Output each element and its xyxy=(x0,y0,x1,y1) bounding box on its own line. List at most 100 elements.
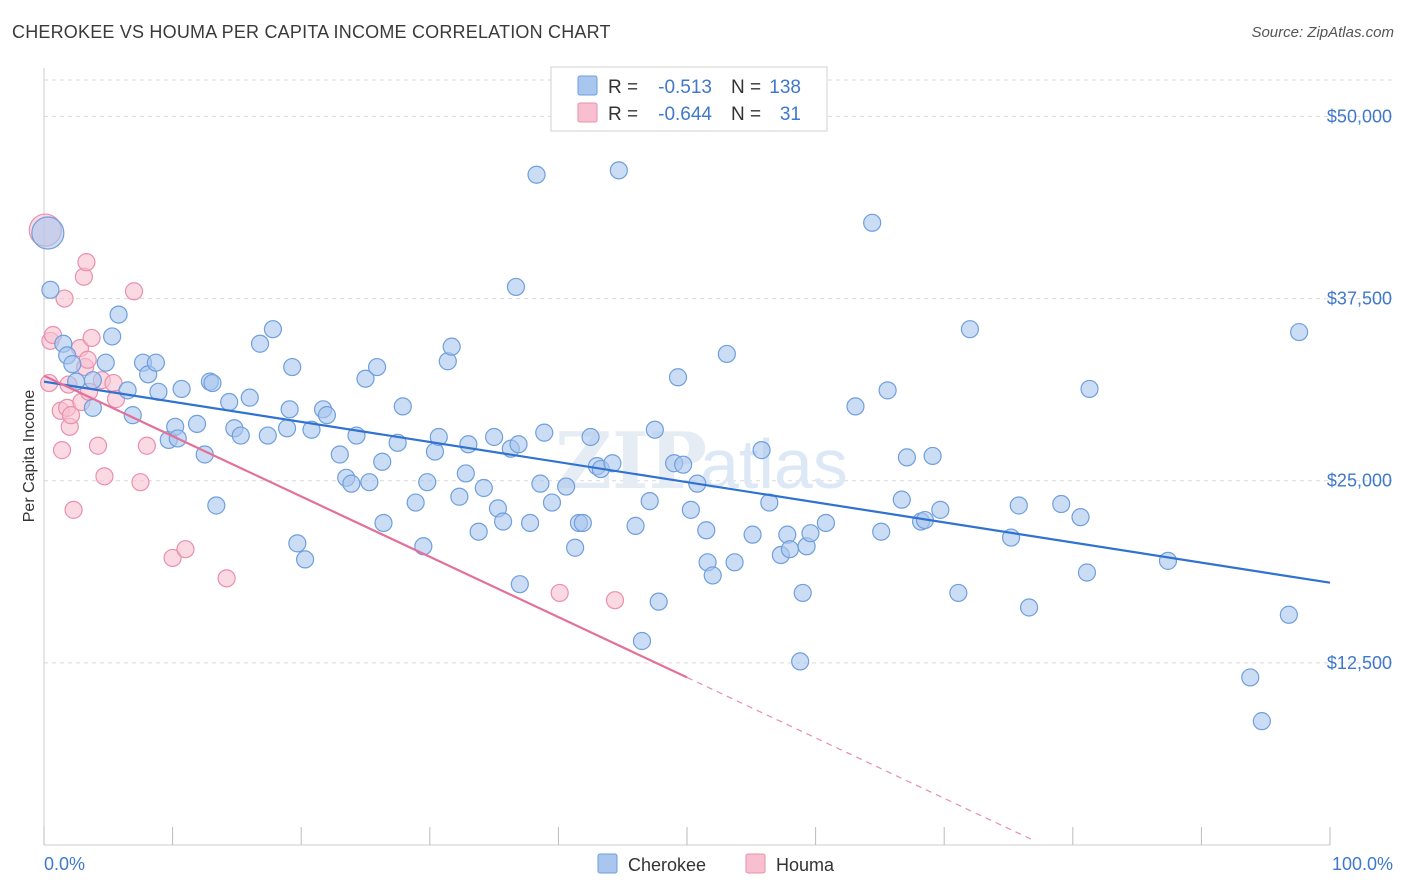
cherokee-point xyxy=(649,592,668,611)
cherokee-point xyxy=(203,373,222,393)
cherokee-point xyxy=(459,435,478,454)
cherokee-point xyxy=(373,452,392,471)
stats-r-label-houma: R = xyxy=(608,104,638,125)
houma-point xyxy=(124,282,144,301)
cherokee-point xyxy=(960,320,980,339)
cherokee-point xyxy=(250,334,270,353)
y-tick-label: $25,000 xyxy=(1327,471,1392,491)
cherokee-point xyxy=(1071,508,1090,527)
houma-point xyxy=(61,406,81,425)
cherokee-point xyxy=(793,583,812,603)
cherokee-point xyxy=(485,427,504,447)
cherokee-point xyxy=(207,496,226,515)
houma-point xyxy=(82,328,101,348)
houma-trend-line xyxy=(43,374,688,679)
cherokee-point xyxy=(801,524,820,543)
y-tick-label: $12,500 xyxy=(1327,653,1392,673)
legend-label-houma[interactable]: Houma xyxy=(776,855,835,875)
y-tick-label: $50,000 xyxy=(1327,106,1392,126)
cherokee-point xyxy=(418,473,437,492)
cherokee-point xyxy=(31,216,65,250)
stats-n-value-houma: 31 xyxy=(780,104,801,125)
bottom-legend: Cherokee Houma xyxy=(597,853,835,875)
cherokee-point xyxy=(510,575,529,594)
cherokee-point xyxy=(535,423,554,442)
cherokee-point xyxy=(240,388,259,407)
cherokee-point xyxy=(931,500,950,519)
cherokee-point xyxy=(1052,494,1071,514)
cherokee-point xyxy=(703,566,722,585)
cherokee-point xyxy=(494,512,513,531)
cherokee-point xyxy=(521,513,540,533)
cherokee-point xyxy=(509,435,528,454)
stats-r-label-cherokee: R = xyxy=(608,77,638,98)
cherokee-point xyxy=(442,337,461,356)
cherokee-point xyxy=(897,448,917,467)
cherokee-point xyxy=(280,400,299,419)
cherokee-point xyxy=(96,353,115,372)
houma-point xyxy=(131,473,150,492)
cherokee-point xyxy=(878,381,897,400)
cherokee-point xyxy=(288,534,307,553)
cherokee-point xyxy=(330,445,349,464)
houma-point xyxy=(64,500,83,519)
cherokee-point xyxy=(640,492,659,511)
source-label: Source: ZipAtlas.com xyxy=(1251,24,1394,41)
cherokee-point xyxy=(63,355,82,374)
cherokee-point xyxy=(220,392,239,412)
cherokee-point xyxy=(450,487,469,506)
cherokee-point xyxy=(506,277,526,297)
cherokee-point xyxy=(752,441,771,460)
cherokee-point xyxy=(1077,563,1097,582)
cherokee-point xyxy=(1158,551,1178,570)
stats-n-value-cherokee: 138 xyxy=(769,77,801,98)
cherokee-point xyxy=(603,454,622,473)
houma-point xyxy=(95,467,114,486)
cherokee-point xyxy=(146,353,165,372)
cherokee-point xyxy=(780,540,799,559)
cherokee-point xyxy=(231,426,250,445)
cherokee-point xyxy=(527,165,546,184)
x-tick-label-start: 0.0% xyxy=(44,854,85,874)
cherokee-point xyxy=(83,371,102,390)
cherokee-point xyxy=(697,521,716,540)
cherokee-point xyxy=(846,397,865,416)
cherokee-point xyxy=(674,455,693,474)
cherokee-point xyxy=(872,522,891,541)
cherokee-point xyxy=(791,652,810,671)
watermark-atlas: atlas xyxy=(700,425,848,503)
cherokee-point xyxy=(367,357,387,377)
stats-r-value-houma: -0.644 xyxy=(658,104,712,125)
cherokee-point xyxy=(725,553,744,572)
cherokee-point xyxy=(258,426,277,445)
cherokee-point xyxy=(360,473,379,492)
stats-r-value-cherokee: -0.513 xyxy=(658,77,712,98)
cherokee-point xyxy=(863,213,882,232)
cherokee-point xyxy=(557,477,576,496)
cherokee-point xyxy=(1290,322,1309,342)
x-tick-labels: 0.0% 100.0% xyxy=(44,854,1393,874)
chart-title: CHEROKEE VS HOUMA PER CAPITA INCOME CORR… xyxy=(12,22,611,42)
cherokee-point xyxy=(456,464,475,483)
cherokee-point xyxy=(609,161,628,180)
legend-swatch-cherokee[interactable] xyxy=(597,853,618,874)
cherokee-point xyxy=(109,305,128,324)
x-tick-label-end: 100.0% xyxy=(1332,854,1393,874)
cherokee-point xyxy=(566,538,585,557)
cherokee-point xyxy=(681,500,700,519)
stats-swatch-houma xyxy=(577,102,598,123)
cherokee-point xyxy=(632,631,652,651)
cherokee-point xyxy=(668,368,688,387)
y-tick-label: $37,500 xyxy=(1327,289,1392,309)
legend-swatch-houma[interactable] xyxy=(745,853,766,874)
cherokee-point xyxy=(474,478,493,498)
cherokee-point xyxy=(531,474,550,493)
cherokee-point xyxy=(626,516,645,535)
stats-legend: R = -0.513 N = 138 R = -0.644 N = 31 xyxy=(550,66,828,132)
cherokee-points xyxy=(31,161,1309,731)
y-tick-labels: $12,500 $25,000 $37,500 $50,000 xyxy=(1327,106,1392,672)
cherokee-point xyxy=(743,525,762,544)
cherokee-point xyxy=(429,427,448,447)
legend-label-cherokee[interactable]: Cherokee xyxy=(628,855,706,875)
